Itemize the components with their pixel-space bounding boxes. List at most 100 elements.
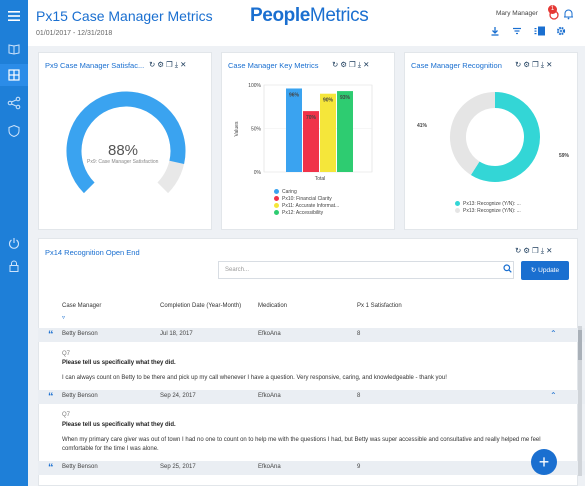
- legend-item[interactable]: Px13: Recognize (Y/N): ...: [455, 201, 521, 207]
- card-title: Px9 Case Manager Satisfac...: [45, 61, 145, 70]
- download-icon[interactable]: [490, 26, 500, 39]
- satisfaction-card: Px9 Case Manager Satisfac... ↻⚙❐⤓✕ 88% P…: [38, 52, 212, 230]
- list-icon[interactable]: [534, 26, 546, 39]
- refresh-icon[interactable]: ↻: [515, 246, 524, 255]
- gear-icon[interactable]: ⚙: [157, 60, 167, 69]
- share-icon[interactable]: [7, 96, 21, 110]
- bar-value-label: 93%: [340, 95, 351, 101]
- cell-satisfaction: 9: [357, 464, 361, 470]
- close-icon[interactable]: ✕: [546, 246, 555, 255]
- notification-badge: 1: [548, 5, 557, 14]
- legend-item[interactable]: Px11: Accurate Informat...: [274, 203, 339, 209]
- donut-slice[interactable]: [450, 92, 496, 175]
- table-row[interactable]: “ Betty Benson Sep 24, 2017 EfkoAna 8 ⌃: [38, 390, 585, 404]
- download-icon[interactable]: ⤓: [540, 60, 547, 69]
- legend-item[interactable]: Caring: [274, 189, 297, 195]
- bar[interactable]: [286, 88, 302, 172]
- y-axis-label: Values: [234, 121, 240, 136]
- settings-icon[interactable]: [556, 26, 566, 39]
- menu-icon[interactable]: [7, 9, 21, 23]
- copy-icon[interactable]: ❐: [532, 60, 541, 69]
- legend-label: Px13: Recognize (Y/N): ...: [463, 201, 521, 207]
- copy-icon[interactable]: ❐: [532, 246, 541, 255]
- bar[interactable]: [303, 111, 319, 172]
- column-header-case-manager[interactable]: Case Manager: [62, 303, 102, 309]
- legend-item[interactable]: Px10: Financial Clarity: [274, 196, 332, 202]
- close-icon[interactable]: ✕: [180, 60, 189, 69]
- scrollbar[interactable]: [578, 326, 582, 476]
- legend-item[interactable]: Px13: Recognize (Y/N): ...: [455, 208, 521, 214]
- card-toolbar: ↻⚙❐⤓✕: [515, 246, 554, 256]
- card-toolbar: ↻⚙❐⤓✕: [332, 60, 371, 70]
- bell-icon[interactable]: [563, 8, 574, 22]
- cell-manager: Betty Benson: [62, 464, 98, 470]
- gauge-label: Px9: Case Manager Satisfaction: [87, 159, 159, 165]
- legend-swatch: [274, 189, 279, 195]
- page-title: Px15 Case Manager Metrics: [36, 8, 213, 24]
- add-button[interactable]: +: [531, 449, 557, 475]
- copy-icon[interactable]: ❐: [166, 60, 175, 69]
- copy-icon[interactable]: ❐: [349, 60, 358, 69]
- cell-manager: Betty Benson: [62, 331, 98, 337]
- cell-medication: EfkoAna: [258, 331, 281, 337]
- download-icon[interactable]: ⤓: [357, 60, 364, 69]
- cell-manager: Betty Benson: [62, 393, 98, 399]
- quote-icon: “: [48, 462, 54, 474]
- card-title: Case Manager Recognition: [411, 61, 502, 70]
- lock-icon[interactable]: [7, 259, 21, 273]
- close-icon[interactable]: ✕: [546, 60, 555, 69]
- search-input[interactable]: Search...: [218, 261, 514, 279]
- refresh-icon[interactable]: ↻: [332, 60, 341, 69]
- filter-toggle-icon[interactable]: ▿: [62, 315, 66, 321]
- scrollbar-thumb[interactable]: [578, 330, 582, 360]
- refresh-icon[interactable]: ↻: [149, 60, 158, 69]
- gauge-value: 88%: [108, 142, 139, 159]
- legend-swatch: [455, 208, 460, 214]
- gear-icon[interactable]: ⚙: [523, 246, 533, 255]
- grid-icon[interactable]: [7, 68, 21, 82]
- donut-slice[interactable]: [470, 92, 540, 182]
- column-header-satisfaction[interactable]: Px 1 Satisfaction: [357, 303, 402, 309]
- gauge-fill: [66, 91, 186, 194]
- legend-label: Px13: Recognize (Y/N): ...: [463, 208, 521, 214]
- recognition-chart: 59% 41%: [417, 92, 570, 182]
- table-row[interactable]: “ Betty Benson Sep 25, 2017 EfkoAna 9: [38, 461, 585, 475]
- y-tick-label: 100%: [248, 83, 261, 89]
- satisfaction-gauge: [66, 91, 186, 194]
- card-title: Px14 Recognition Open End: [45, 248, 140, 257]
- logo: PeopleMetrics: [250, 5, 369, 26]
- x-axis-label: Total: [315, 176, 326, 182]
- legend-label: Px11: Accurate Informat...: [282, 203, 340, 209]
- cell-satisfaction: 8: [357, 393, 361, 399]
- bar-value-label: 90%: [323, 98, 334, 104]
- download-icon[interactable]: ⤓: [174, 60, 181, 69]
- book-icon[interactable]: [7, 42, 21, 56]
- key-metrics-chart: 100% 50% 0% Values Total 96% 70% 90% 93%: [234, 83, 373, 182]
- bar[interactable]: [337, 91, 353, 172]
- legend-item[interactable]: Px12: Accessibility: [274, 210, 323, 216]
- table-row[interactable]: “ Betty Benson Jul 18, 2017 EfkoAna 8 ⌃: [38, 328, 585, 342]
- bar[interactable]: [320, 93, 336, 172]
- column-header-medication[interactable]: Medication: [258, 303, 288, 309]
- bar-value-label: 70%: [306, 115, 317, 121]
- user-name[interactable]: Mary Manager: [496, 10, 538, 17]
- update-button[interactable]: ↻ Update: [521, 261, 569, 280]
- gear-icon[interactable]: ⚙: [523, 60, 533, 69]
- chevron-up-icon[interactable]: ⌃: [550, 329, 557, 338]
- search-icon[interactable]: [503, 264, 512, 275]
- column-header-completion-date[interactable]: Completion Date (Year-Month): [160, 303, 242, 309]
- card-toolbar: ↻⚙❐⤓✕: [515, 60, 554, 70]
- date-range[interactable]: 01/01/2017 - 12/31/2018: [36, 30, 113, 37]
- download-icon[interactable]: ⤓: [540, 246, 547, 255]
- bar-value-label: 96%: [289, 92, 300, 98]
- close-icon[interactable]: ✕: [363, 60, 372, 69]
- filter-icon[interactable]: [512, 26, 522, 39]
- y-tick-label: 50%: [251, 127, 262, 133]
- quote-icon: “: [48, 329, 54, 341]
- power-icon[interactable]: [7, 236, 21, 250]
- gear-icon[interactable]: ⚙: [340, 60, 350, 69]
- refresh-icon[interactable]: ↻: [515, 60, 524, 69]
- shield-icon[interactable]: [7, 124, 21, 138]
- chevron-up-icon[interactable]: ⌃: [550, 391, 557, 400]
- recognition-open-end-card: Px14 Recognition Open End ↻⚙❐⤓✕: [38, 238, 578, 486]
